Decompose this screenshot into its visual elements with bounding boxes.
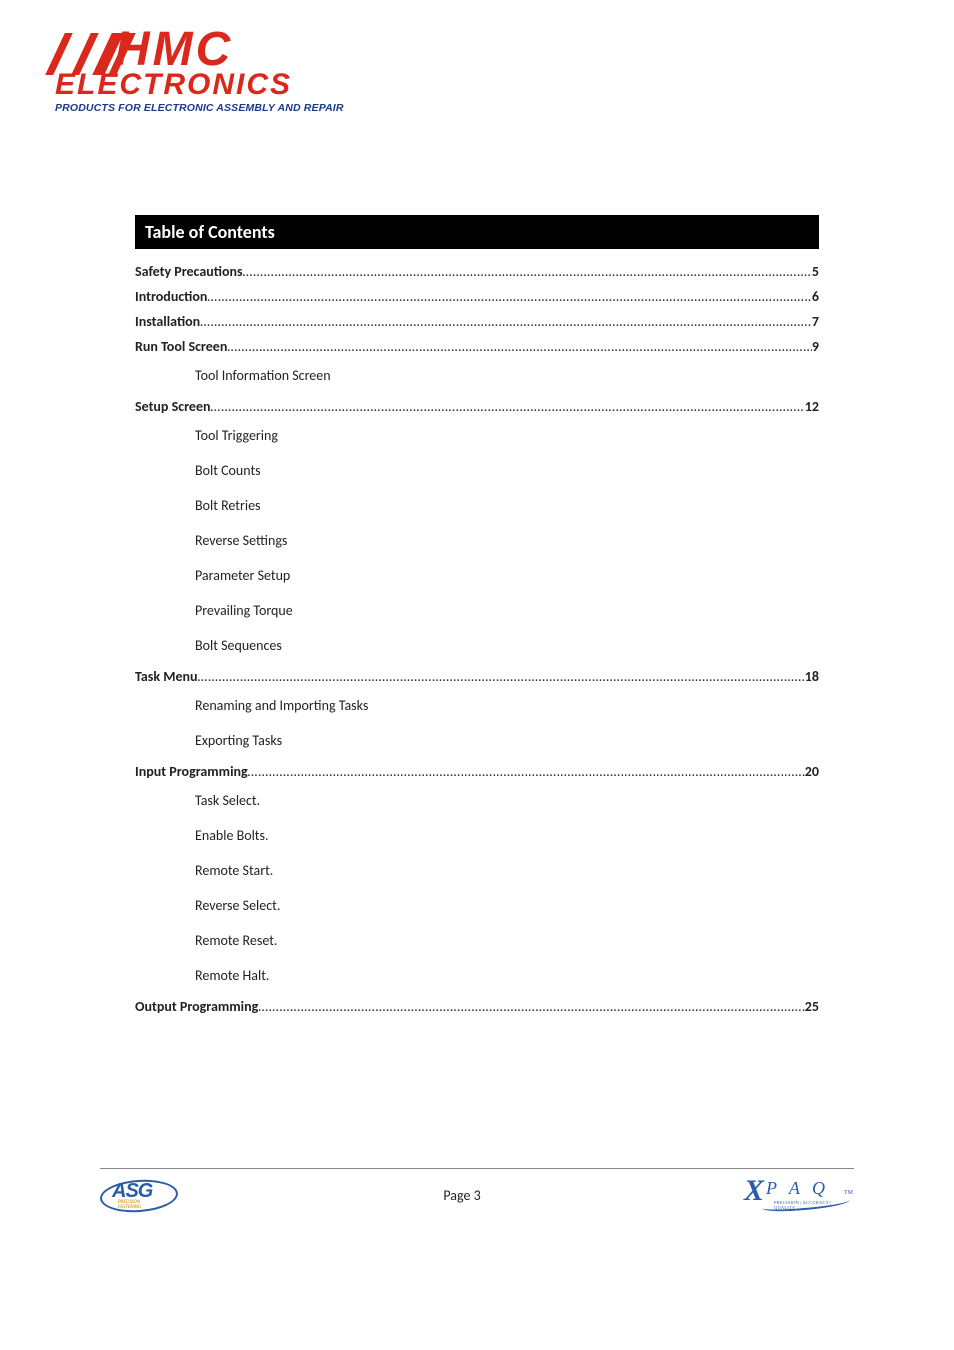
toc-entry-page: 9 xyxy=(812,338,819,355)
toc-entry: Setup Screen 12 xyxy=(135,398,819,415)
toc-dots xyxy=(258,998,805,1015)
toc-sub-entry: Tool Information Screen xyxy=(195,361,819,390)
toc-sub-entry: Tool Triggering xyxy=(195,421,819,450)
document-page: HMC ELECTRONICS PRODUCTS FOR ELECTRONIC … xyxy=(0,0,954,1350)
toc-entry: Output Programming 25 xyxy=(135,998,819,1015)
page-number: Page 3 xyxy=(443,1187,480,1204)
toc-entry-page: 6 xyxy=(812,288,819,305)
toc-dots xyxy=(248,763,805,780)
toc-dots xyxy=(198,668,805,685)
page-footer: ASG PRECISIONFASTENING Page 3 X P A Q TM… xyxy=(100,1168,854,1215)
toc-entry: Introduction 6 xyxy=(135,288,819,305)
toc-dots xyxy=(200,313,812,330)
toc-sub-entry: Reverse Settings xyxy=(195,526,819,555)
toc-entry: Safety Precautions 5 xyxy=(135,263,819,280)
toc-dots xyxy=(227,338,812,355)
toc-sub-entry: Bolt Sequences xyxy=(195,631,819,660)
xpaq-text: P A Q xyxy=(766,1178,829,1199)
toc-sub-entry: Task Select. xyxy=(195,786,819,815)
toc-dots xyxy=(243,263,812,280)
toc-entry-label: Output Programming xyxy=(135,998,258,1015)
toc-entry-page: 20 xyxy=(805,763,819,780)
toc-sub-entry: Renaming and Importing Tasks xyxy=(195,691,819,720)
toc-sub-entry: Prevailing Torque xyxy=(195,596,819,625)
toc-entry-page: 7 xyxy=(812,313,819,330)
toc-entry-label: Safety Precautions xyxy=(135,263,243,280)
toc-sub-entry: Remote Halt. xyxy=(195,961,819,990)
toc-dots xyxy=(207,288,811,305)
logo-tagline: PRODUCTS FOR ELECTRONIC ASSEMBLY AND REP… xyxy=(55,102,344,114)
toc-sub-entry: Enable Bolts. xyxy=(195,821,819,850)
toc-entry: Input Programming 20 xyxy=(135,763,819,780)
asg-logo: ASG PRECISIONFASTENING xyxy=(100,1176,180,1214)
toc-header: Table of Contents xyxy=(135,215,819,249)
footer-divider xyxy=(100,1168,854,1169)
asg-logo-sub: PRECISIONFASTENING xyxy=(118,1200,141,1210)
toc-sub-entry: Bolt Counts xyxy=(195,456,819,485)
xpaq-subtext: PRECISION | ACCURACY | QUALITY xyxy=(774,1200,854,1210)
toc-entry-label: Installation xyxy=(135,313,200,330)
toc-sub-entry: Bolt Retries xyxy=(195,491,819,520)
toc-entry: Run Tool Screen 9 xyxy=(135,338,819,355)
toc-entry-label: Introduction xyxy=(135,288,207,305)
toc-sub-entry: Remote Reset. xyxy=(195,926,819,955)
toc-sub-entry: Remote Start. xyxy=(195,856,819,885)
content-area: Table of Contents Safety Precautions 5 Int… xyxy=(135,215,819,1015)
toc-entry: Task Menu 18 xyxy=(135,668,819,685)
toc-entry-label: Input Programming xyxy=(135,763,248,780)
toc-sub-entry: Parameter Setup xyxy=(195,561,819,590)
toc-entry-page: 18 xyxy=(805,668,819,685)
hmc-electronics-logo: HMC ELECTRONICS PRODUCTS FOR ELECTRONIC … xyxy=(55,30,355,115)
toc-entry-label: Run Tool Screen xyxy=(135,338,227,355)
toc-entry: Installation 7 xyxy=(135,313,819,330)
toc-entry-page: 12 xyxy=(805,398,819,415)
toc-sub-entry: Exporting Tasks xyxy=(195,726,819,755)
xpaq-logo: X P A Q TM PRECISION | ACCURACY | QUALIT… xyxy=(744,1176,854,1214)
toc-dots xyxy=(211,398,805,415)
toc-entry-label: Setup Screen xyxy=(135,398,211,415)
toc-entry-page: 5 xyxy=(812,263,819,280)
logo-sub-text: ELECTRONICS xyxy=(55,70,292,100)
toc-entry-label: Task Menu xyxy=(135,668,198,685)
toc-entry-page: 25 xyxy=(805,998,819,1015)
toc-body: Safety Precautions 5 Introduction 6 Installa… xyxy=(135,263,819,1015)
toc-sub-entry: Reverse Select. xyxy=(195,891,819,920)
logo-main-text: HMC xyxy=(115,30,233,71)
